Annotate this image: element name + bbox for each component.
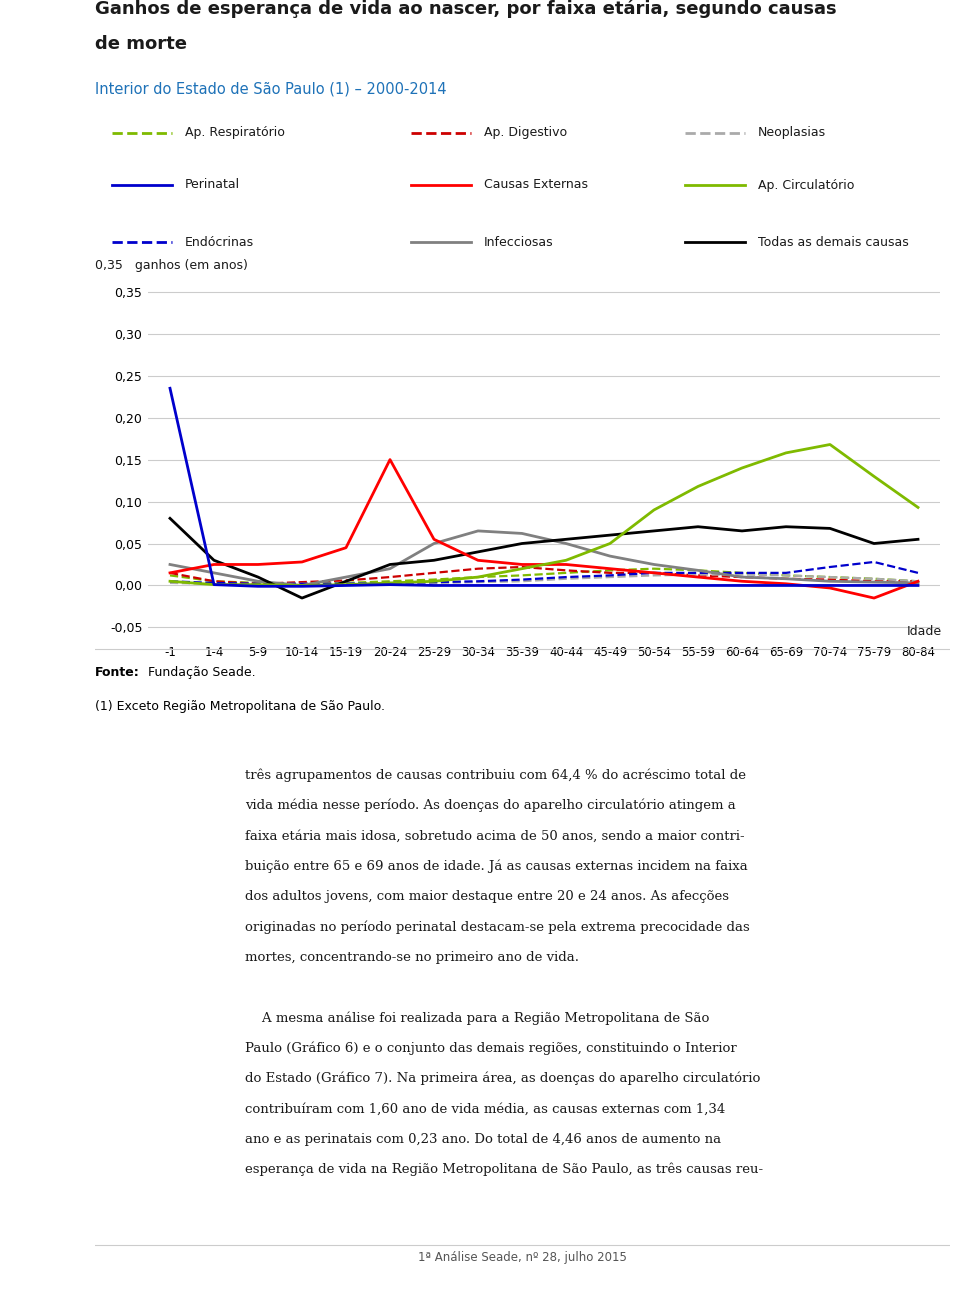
Text: Ap. Respiratório: Ap. Respiratório: [184, 127, 285, 140]
Text: vida média nesse período. As doenças do aparelho circulatório atingem a: vida média nesse período. As doenças do …: [245, 798, 735, 813]
Text: buição entre 65 e 69 anos de idade. Já as causas externas incidem na faixa: buição entre 65 e 69 anos de idade. Já a…: [245, 859, 748, 873]
Text: Endócrinas: Endócrinas: [184, 235, 253, 248]
Text: mortes, concentrando-se no primeiro ano de vida.: mortes, concentrando-se no primeiro ano …: [245, 951, 579, 964]
Text: Idade: Idade: [907, 625, 942, 638]
Text: Infecciosas: Infecciosas: [484, 235, 554, 248]
Text: R: R: [37, 90, 53, 109]
Text: 18: 18: [888, 1255, 907, 1267]
Text: I: I: [41, 315, 49, 335]
Text: Causas Externas: Causas Externas: [484, 178, 588, 191]
Text: Fonte:: Fonte:: [95, 667, 140, 680]
Text: Ganhos de esperança de vida ao nascer, por faixa etária, segundo causas: Ganhos de esperança de vida ao nascer, p…: [95, 0, 836, 18]
Text: Neoplasias: Neoplasias: [757, 127, 826, 140]
Text: esperança de vida na Região Metropolitana de São Paulo, as três causas reu-: esperança de vida na Região Metropolitan…: [245, 1163, 763, 1176]
Text: Interior do Estado de São Paulo (1) – 2000-2014: Interior do Estado de São Paulo (1) – 20…: [95, 81, 446, 97]
Text: Ap. Digestivo: Ap. Digestivo: [484, 127, 567, 140]
Text: originadas no período perinatal destacam-se pela extrema precocidade das: originadas no período perinatal destacam…: [245, 920, 750, 934]
Text: F: F: [38, 240, 52, 260]
Text: três agrupamentos de causas contribuiu com 64,4 % do acréscimo total de: três agrupamentos de causas contribuiu c…: [245, 769, 746, 782]
Text: 1ª Análise Seade, nº 28, julho 2015: 1ª Análise Seade, nº 28, julho 2015: [418, 1252, 627, 1265]
Text: contribuíram com 1,60 ano de vida média, as causas externas com 1,34: contribuíram com 1,60 ano de vida média,…: [245, 1102, 725, 1115]
Text: de morte: de morte: [95, 35, 187, 53]
Text: Perinatal: Perinatal: [184, 178, 240, 191]
Text: Todas as demais causas: Todas as demais causas: [757, 235, 908, 248]
Text: C: C: [37, 391, 52, 410]
Text: faixa etária mais idosa, sobretudo acima de 50 anos, sendo a maior contri-: faixa etária mais idosa, sobretudo acima…: [245, 829, 745, 842]
Text: 0,35   ganhos (em anos): 0,35 ganhos (em anos): [95, 258, 248, 271]
Text: dos adultos jovens, com maior destaque entre 20 e 24 anos. As afecções: dos adultos jovens, com maior destaque e…: [245, 890, 729, 903]
Text: (1) Exceto Região Metropolitana de São Paulo.: (1) Exceto Região Metropolitana de São P…: [95, 700, 385, 713]
Text: A mesma análise foi realizada para a Região Metropolitana de São: A mesma análise foi realizada para a Reg…: [245, 1012, 709, 1025]
Text: do Estado (Gráfico 7). Na primeira área, as doenças do aparelho circulatório: do Estado (Gráfico 7). Na primeira área,…: [245, 1072, 760, 1085]
Text: Ap. Circulatório: Ap. Circulatório: [757, 178, 854, 191]
Text: Á: Á: [37, 165, 53, 185]
Text: 7: 7: [38, 618, 52, 636]
Text: G: G: [36, 14, 53, 34]
Text: ano e as perinatais com 0,23 ano. Do total de 4,46 anos de aumento na: ano e as perinatais com 0,23 ano. Do tot…: [245, 1133, 721, 1146]
Text: Fundação Seade.: Fundação Seade.: [148, 667, 255, 680]
Text: O: O: [36, 466, 54, 486]
Text: Paulo (Gráfico 6) e o conjunto das demais regiões, constituindo o Interior: Paulo (Gráfico 6) e o conjunto das demai…: [245, 1041, 736, 1054]
